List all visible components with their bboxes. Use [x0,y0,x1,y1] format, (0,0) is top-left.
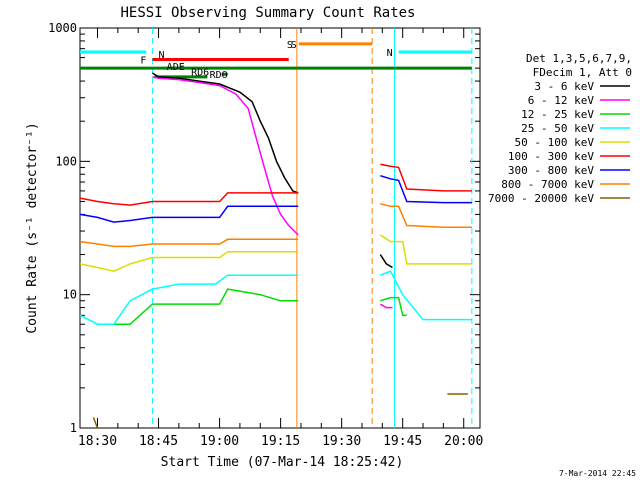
legend-header-2: FDecim 1, Att 0 [533,66,632,79]
flag-label: N [387,48,393,59]
x-axis: 18:30 18:45 19:00 19:15 19:30 19:45 20:00 [78,28,483,449]
series-line [79,203,472,248]
x-tick-label: 19:30 [322,434,361,449]
legend-entry: 7000 - 20000 keV [488,192,594,205]
series-line [92,393,468,429]
chart-title: HESSI Observing Summary Count Rates [120,5,415,21]
y-tick-label: 1 [70,421,77,435]
x-tick-label: 19:15 [261,434,300,449]
footer-date: 7-Mar-2014 22:45 [559,469,636,478]
flag-label: N [159,50,165,61]
legend-entry: 100 - 300 keV [508,150,594,163]
y-tick-label: 10 [63,288,77,302]
x-tick-label: 18:30 [78,434,117,449]
x-tick-label: 18:45 [139,434,178,449]
series-line [152,76,393,309]
flag-label: S [291,40,297,51]
y-tick-label: 100 [55,154,77,168]
plot-frame [79,27,481,429]
series-line [151,72,393,269]
flag-label: S [287,40,293,51]
legend-entry: 12 - 25 keV [521,108,594,121]
series-lines [79,72,472,429]
flag-label: ADE [167,62,185,73]
flag-label: F [140,56,146,67]
series-line [79,234,472,272]
series-line [79,163,472,206]
series-line [109,288,407,325]
flag-label: RDO [210,70,228,81]
y-axis: 1 10 100 1000 [48,21,480,435]
y-axis-label: Count Rate (s⁻¹ detector⁻¹) [25,122,40,333]
x-tick-label: 19:00 [200,434,239,449]
x-axis-label: Start Time (07-Mar-14 18:25:42) [161,455,404,470]
legend-entry: 3 - 6 keV [534,80,594,93]
legend-entry: 6 - 12 keV [528,94,595,107]
legend-entry: 50 - 100 keV [515,136,595,149]
legend-entry: 800 - 7000 keV [501,178,594,191]
legend-header-1: Det 1,3,5,6,7,9, [526,52,632,65]
x-tick-label: 20:00 [444,434,483,449]
series-line [79,270,472,325]
flag-bars: N F S RDO N S ADE RD6 [80,40,472,81]
y-tick-label: 1000 [48,21,77,35]
flag-label: RD6 [191,68,209,79]
legend-entry: 300 - 800 keV [508,164,594,177]
legend: Det 1,3,5,6,7,9, FDecim 1, Att 0 3 - 6 k… [488,52,632,205]
x-tick-label: 19:45 [383,434,422,449]
vertical-markers [151,28,473,428]
legend-entry: 25 - 50 keV [521,122,594,135]
series-line [79,174,472,223]
